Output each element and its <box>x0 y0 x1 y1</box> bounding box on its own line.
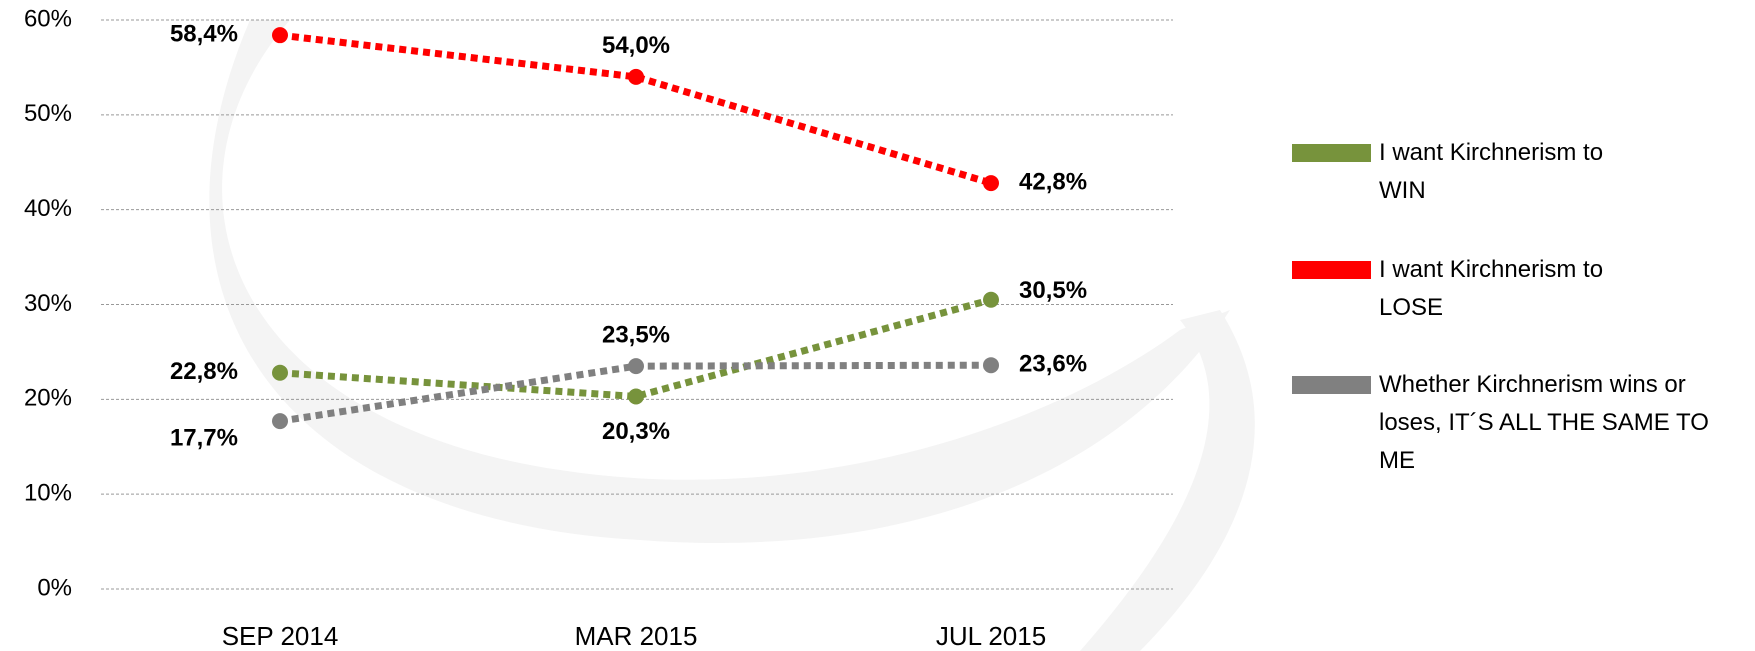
marker <box>628 388 644 405</box>
legend-label: I want Kirchnerism to LOSE <box>1379 256 1604 321</box>
y-tick-label: 50% <box>24 100 72 127</box>
legend-swatch <box>1292 144 1371 162</box>
data-label: 54,0% <box>602 32 670 59</box>
y-tick-label: 40% <box>24 195 72 222</box>
data-label: 22,8% <box>170 358 238 385</box>
legend-label: Whether Kirchnerism wins or loses, IT´S … <box>1379 371 1709 474</box>
legend-swatch <box>1292 261 1371 279</box>
marker <box>983 357 999 374</box>
legend-label: I want Kirchnerism to WIN <box>1379 139 1604 204</box>
watermark <box>1080 310 1255 651</box>
data-label: 58,4% <box>170 21 238 48</box>
marker <box>983 175 999 192</box>
data-label: 23,6% <box>1019 351 1087 378</box>
marker <box>272 27 288 44</box>
y-tick-label: 0% <box>37 574 72 601</box>
x-tick-label: MAR 2015 <box>575 621 698 651</box>
data-label: 23,5% <box>602 321 670 348</box>
y-tick-label: 10% <box>24 480 72 507</box>
marker <box>628 358 644 375</box>
data-label: 30,5% <box>1019 277 1087 304</box>
marker <box>983 291 999 308</box>
line <box>279 31 993 187</box>
data-label: 17,7% <box>170 424 238 451</box>
y-tick-label: 30% <box>24 290 72 317</box>
y-tick-label: 60% <box>24 5 72 32</box>
marker <box>272 413 288 430</box>
x-tick-label: JUL 2015 <box>936 621 1046 651</box>
y-tick-label: 20% <box>24 385 72 412</box>
line <box>279 296 992 401</box>
data-label: 20,3% <box>602 418 670 445</box>
legend-swatch <box>1292 376 1371 394</box>
x-tick-label: SEP 2014 <box>222 621 339 651</box>
data-label: 42,8% <box>1019 168 1087 195</box>
marker <box>628 68 644 85</box>
marker <box>272 364 288 381</box>
